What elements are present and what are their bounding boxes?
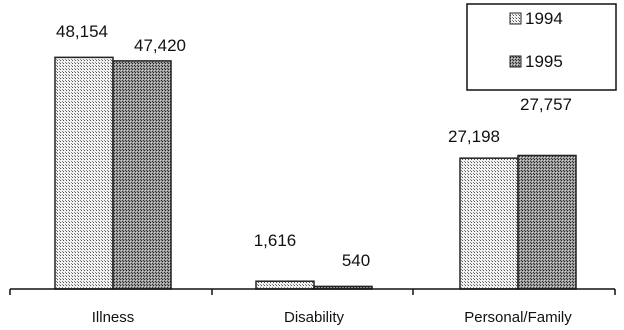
legend-swatch-1995 — [509, 55, 522, 68]
category-label-illness: Illness — [92, 309, 135, 326]
value-label-disability-1994: 1,616 — [254, 231, 297, 250]
value-label-illness-1995: 47,420 — [134, 36, 186, 55]
bars-group — [54, 56, 577, 290]
bar-personal-family-1995 — [517, 154, 577, 290]
category-labels-group: Illness Disability Personal/Family — [92, 309, 573, 326]
legend-label-1994: 1994 — [525, 9, 563, 28]
value-label-disability-1995: 540 — [342, 251, 370, 270]
bar-disability-1994 — [255, 280, 315, 290]
legend-swatch-1994 — [509, 12, 522, 25]
category-label-disability: Disability — [284, 309, 345, 326]
legend-label-1995: 1995 — [525, 52, 563, 71]
bar-personal-family-1994 — [459, 157, 519, 290]
value-label-personal-family-1995: 27,757 — [520, 95, 572, 114]
x-axis — [9, 288, 616, 295]
bar-illness-1994 — [54, 56, 114, 290]
legend: 1994 1995 — [466, 3, 617, 91]
value-label-illness-1994: 48,154 — [56, 22, 108, 41]
legend-frame — [466, 3, 617, 91]
value-labels-group: 48,154 47,420 1,616 540 27,198 27,757 — [56, 22, 572, 270]
bar-illness-1995 — [112, 60, 172, 290]
category-label-personal-family: Personal/Family — [464, 309, 572, 326]
value-label-personal-family-1994: 27,198 — [448, 127, 500, 146]
